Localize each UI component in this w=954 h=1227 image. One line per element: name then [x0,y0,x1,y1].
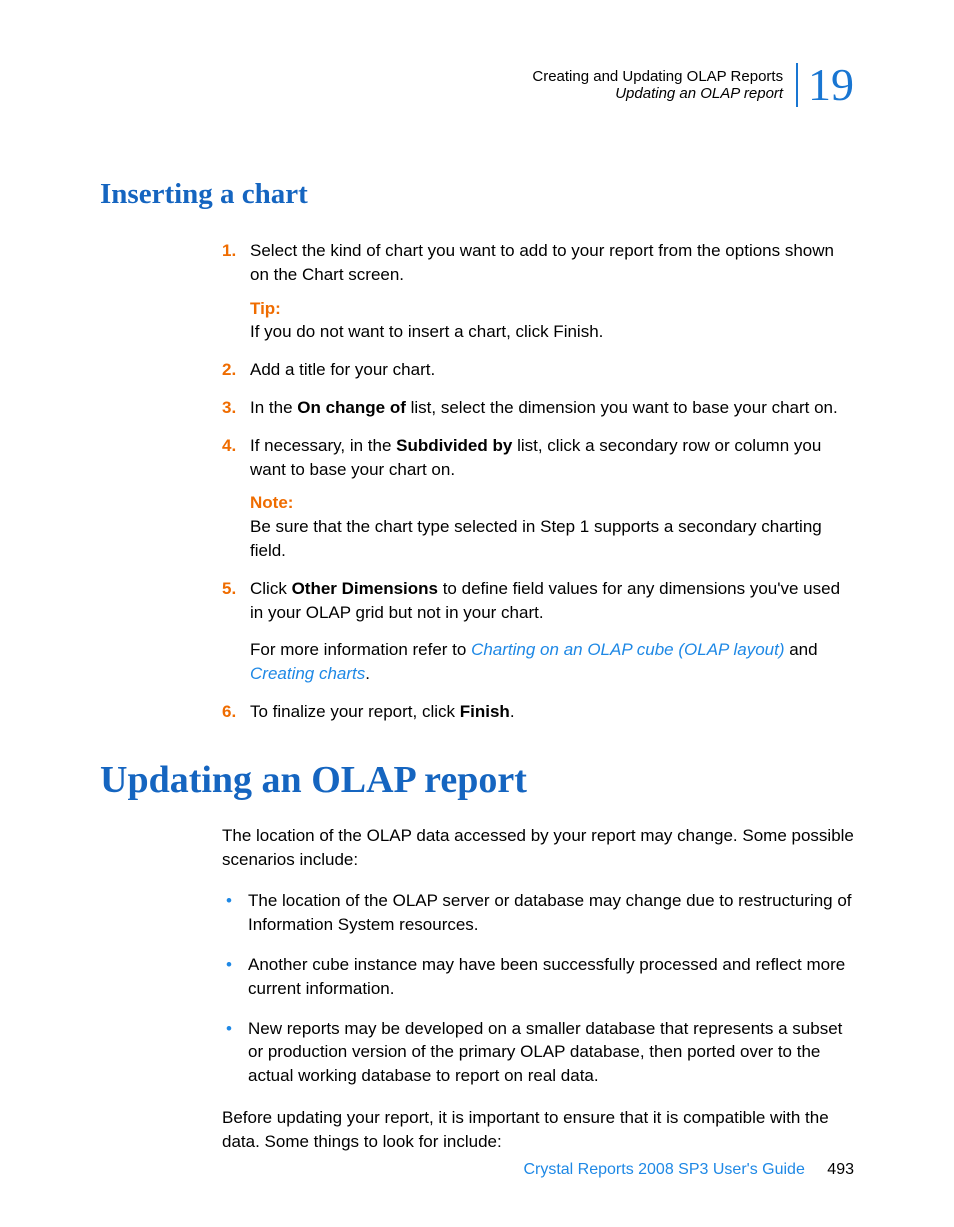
header-chapter-title: Creating and Updating OLAP Reports [532,68,783,85]
bullet-item: Another cube instance may have been succ… [222,953,854,1001]
step-number: 4. [222,434,236,458]
step-5: 5. Click Other Dimensions to define fiel… [222,577,854,686]
step-para-prefix: For more information refer to [250,640,471,659]
footer-doc-title: Crystal Reports 2008 SP3 User's Guide [523,1161,804,1178]
page-header: Creating and Updating OLAP Reports Updat… [100,62,854,108]
step-text-prefix: In the [250,398,297,417]
note-label: Note: [250,491,854,515]
step-text-prefix: If necessary, in the [250,436,396,455]
step-para-suffix: . [365,664,370,683]
step-text-bold: Other Dimensions [292,579,438,598]
header-section-title: Updating an OLAP report [532,85,783,102]
step-para-mid: and [785,640,818,659]
step-number: 5. [222,577,236,601]
closing-paragraph: Before updating your report, it is impor… [222,1106,854,1154]
intro-paragraph: The location of the OLAP data accessed b… [222,824,854,872]
section-heading-updating-olap: Updating an OLAP report [100,758,854,802]
bullet-list: The location of the OLAP server or datab… [222,889,854,1088]
step-number: 2. [222,358,236,382]
chapter-number: 19 [808,62,854,108]
steps-list: 1. Select the kind of chart you want to … [222,239,854,724]
tip-body: If you do not want to insert a chart, cl… [250,320,854,344]
header-divider [796,63,798,107]
step-2: 2. Add a title for your chart. [222,358,854,382]
step-3: 3. In the On change of list, select the … [222,396,854,420]
step-text: Add a title for your chart. [250,360,435,379]
step-text-suffix: . [510,702,515,721]
link-creating-charts[interactable]: Creating charts [250,664,365,683]
step-text-bold: On change of [297,398,406,417]
step-text-bold: Subdivided by [396,436,512,455]
step-6: 6. To finalize your report, click Finish… [222,700,854,724]
bullet-item: New reports may be developed on a smalle… [222,1017,854,1088]
tip-label: Tip: [250,297,854,321]
step-number: 3. [222,396,236,420]
step-text-bold: Finish [460,702,510,721]
step-text-prefix: To finalize your report, click [250,702,460,721]
step-number: 6. [222,700,236,724]
step-4: 4. If necessary, in the Subdivided by li… [222,434,854,563]
page-footer: Crystal Reports 2008 SP3 User's Guide 49… [523,1161,854,1179]
link-charting-olap[interactable]: Charting on an OLAP cube (OLAP layout) [471,640,784,659]
bullet-item: The location of the OLAP server or datab… [222,889,854,937]
step-text-suffix: list, select the dimension you want to b… [406,398,838,417]
step-number: 1. [222,239,236,263]
step-text: Select the kind of chart you want to add… [250,241,834,284]
step-text-prefix: Click [250,579,292,598]
footer-page-number: 493 [827,1161,854,1178]
section-heading-inserting-chart: Inserting a chart [100,178,854,211]
step-1: 1. Select the kind of chart you want to … [222,239,854,344]
note-body: Be sure that the chart type selected in … [250,515,854,563]
